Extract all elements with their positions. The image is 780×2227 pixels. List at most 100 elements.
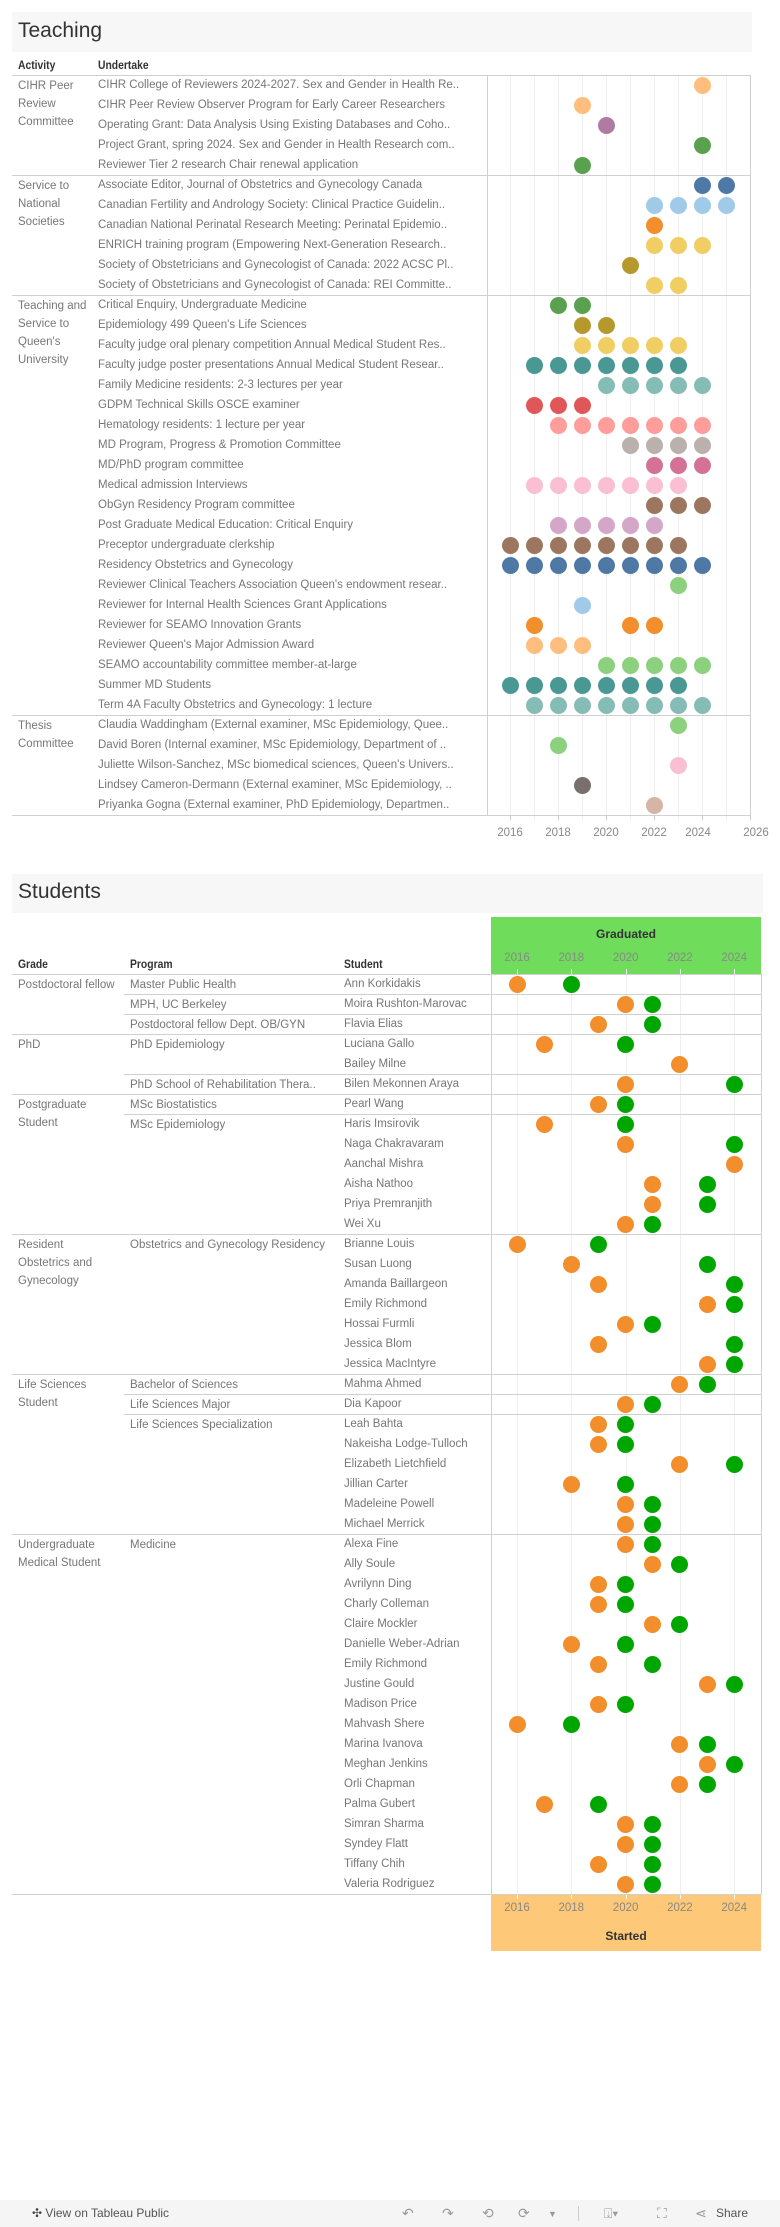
activity-dot[interactable] [621,356,639,374]
graduated-dot[interactable] [589,1795,607,1813]
activity-dot[interactable] [669,696,687,714]
activity-dot[interactable] [573,156,591,174]
graduated-dot[interactable] [725,1675,743,1693]
activity-dot[interactable] [597,536,615,554]
started-dot[interactable] [508,975,526,993]
started-dot[interactable] [535,1035,553,1053]
graduated-dot[interactable] [562,1715,580,1733]
activity-dot[interactable] [573,416,591,434]
activity-dot[interactable] [621,336,639,354]
activity-dot[interactable] [693,416,711,434]
activity-dot[interactable] [621,376,639,394]
started-dot[interactable] [725,1155,743,1173]
activity-dot[interactable] [549,396,567,414]
graduated-dot[interactable] [644,1315,662,1333]
activity-dot[interactable] [645,656,663,674]
graduated-dot[interactable] [617,1435,635,1453]
activity-dot[interactable] [549,296,567,314]
activity-dot[interactable] [573,396,591,414]
activity-dot[interactable] [645,516,663,534]
started-dot[interactable] [644,1175,662,1193]
activity-dot[interactable] [549,676,567,694]
activity-dot[interactable] [597,476,615,494]
graduated-dot[interactable] [698,1735,716,1753]
activity-dot[interactable] [573,476,591,494]
started-dot[interactable] [617,1815,635,1833]
activity-dot[interactable] [621,656,639,674]
started-dot[interactable] [698,1295,716,1313]
activity-dot[interactable] [693,456,711,474]
activity-dot[interactable] [669,576,687,594]
graduated-dot[interactable] [617,1575,635,1593]
started-dot[interactable] [535,1795,553,1813]
activity-dot[interactable] [669,536,687,554]
started-dot[interactable] [589,1855,607,1873]
activity-dot[interactable] [669,196,687,214]
activity-dot[interactable] [549,516,567,534]
activity-dot[interactable] [693,656,711,674]
activity-dot[interactable] [621,676,639,694]
activity-dot[interactable] [597,416,615,434]
graduated-dot[interactable] [725,1295,743,1313]
graduated-dot[interactable] [644,1395,662,1413]
activity-dot[interactable] [669,276,687,294]
activity-dot[interactable] [573,596,591,614]
graduated-dot[interactable] [589,1235,607,1253]
activity-dot[interactable] [549,636,567,654]
activity-dot[interactable] [549,476,567,494]
activity-dot[interactable] [525,696,543,714]
activity-dot[interactable] [549,356,567,374]
activity-dot[interactable] [669,556,687,574]
activity-dot[interactable] [597,376,615,394]
activity-dot[interactable] [693,136,711,154]
started-dot[interactable] [617,1535,635,1553]
activity-dot[interactable] [669,236,687,254]
activity-dot[interactable] [621,436,639,454]
activity-dot[interactable] [669,416,687,434]
activity-dot[interactable] [597,656,615,674]
started-dot[interactable] [617,1495,635,1513]
activity-dot[interactable] [525,536,543,554]
graduated-dot[interactable] [698,1375,716,1393]
activity-dot[interactable] [645,456,663,474]
activity-dot[interactable] [693,436,711,454]
activity-dot[interactable] [645,616,663,634]
graduated-dot[interactable] [617,1475,635,1493]
started-dot[interactable] [562,1255,580,1273]
activity-dot[interactable] [621,616,639,634]
activity-dot[interactable] [645,496,663,514]
started-dot[interactable] [644,1555,662,1573]
graduated-dot[interactable] [725,1455,743,1473]
activity-dot[interactable] [693,556,711,574]
graduated-dot[interactable] [644,1835,662,1853]
graduated-dot[interactable] [617,1415,635,1433]
started-dot[interactable] [698,1355,716,1373]
activity-dot[interactable] [645,436,663,454]
graduated-dot[interactable] [617,1095,635,1113]
graduated-dot[interactable] [671,1615,689,1633]
started-dot[interactable] [508,1235,526,1253]
started-dot[interactable] [617,1215,635,1233]
activity-dot[interactable] [597,116,615,134]
started-dot[interactable] [589,1655,607,1673]
graduated-dot[interactable] [725,1335,743,1353]
started-dot[interactable] [617,1315,635,1333]
activity-dot[interactable] [693,76,711,94]
graduated-dot[interactable] [671,1555,689,1573]
started-dot[interactable] [671,1455,689,1473]
graduated-dot[interactable] [725,1755,743,1773]
activity-dot[interactable] [669,336,687,354]
activity-dot[interactable] [549,536,567,554]
graduated-dot[interactable] [644,1015,662,1033]
activity-dot[interactable] [693,176,711,194]
started-dot[interactable] [698,1755,716,1773]
graduated-dot[interactable] [617,1695,635,1713]
started-dot[interactable] [589,1095,607,1113]
activity-dot[interactable] [525,616,543,634]
graduated-dot[interactable] [698,1195,716,1213]
activity-dot[interactable] [645,696,663,714]
activity-dot[interactable] [597,316,615,334]
activity-dot[interactable] [525,676,543,694]
activity-dot[interactable] [597,356,615,374]
activity-dot[interactable] [645,476,663,494]
